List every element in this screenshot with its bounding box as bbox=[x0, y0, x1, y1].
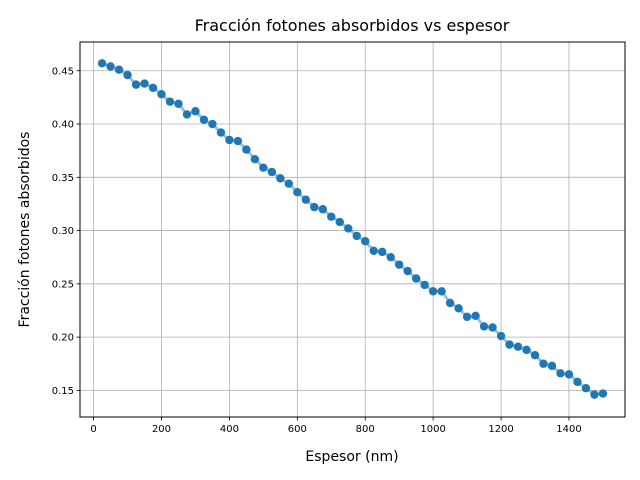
data-point bbox=[165, 97, 175, 106]
x-tick-label: 200 bbox=[152, 424, 171, 435]
data-point bbox=[496, 331, 506, 341]
data-point bbox=[581, 384, 591, 393]
data-point bbox=[140, 79, 149, 88]
y-tick-label: 0.20 bbox=[52, 333, 74, 344]
data-point bbox=[97, 59, 107, 68]
data-point bbox=[216, 128, 226, 137]
grid bbox=[80, 42, 625, 417]
data-point bbox=[310, 202, 319, 212]
data-point bbox=[335, 217, 344, 227]
data-point bbox=[564, 370, 574, 379]
plot-frame bbox=[79, 41, 626, 418]
data-point bbox=[573, 377, 582, 387]
y-tick-label: 0.40 bbox=[52, 120, 74, 131]
data-point bbox=[513, 342, 523, 351]
data-point bbox=[556, 369, 565, 378]
data-point bbox=[378, 247, 387, 257]
data-point bbox=[284, 179, 294, 188]
data-point bbox=[403, 266, 412, 276]
data-point bbox=[547, 361, 557, 371]
data-point bbox=[208, 119, 217, 129]
data-point bbox=[250, 154, 260, 164]
x-tick-label: 400 bbox=[220, 424, 239, 435]
data-point bbox=[182, 110, 192, 119]
data-point bbox=[344, 224, 353, 233]
data-point bbox=[530, 351, 540, 360]
y-tick-label: 0.45 bbox=[52, 66, 74, 77]
x-tick-label: 800 bbox=[356, 424, 375, 435]
data-point bbox=[131, 80, 141, 89]
x-axis-label: Espesor (nm) bbox=[305, 449, 398, 465]
data-point bbox=[199, 115, 209, 124]
chart-title: Fracción fotones absorbidos vs espesor bbox=[195, 16, 510, 35]
data-point bbox=[327, 212, 336, 221]
data-point bbox=[123, 70, 132, 80]
data-point bbox=[386, 252, 395, 262]
x-tick-label: 0 bbox=[90, 424, 96, 435]
x-tick-label: 1200 bbox=[488, 424, 513, 435]
data-point bbox=[598, 389, 608, 398]
data-point bbox=[522, 345, 531, 355]
data-point bbox=[411, 274, 421, 283]
y-tick-label: 0.35 bbox=[52, 173, 74, 184]
y-tick-label: 0.30 bbox=[52, 226, 74, 237]
data-point bbox=[539, 359, 548, 368]
data-point bbox=[369, 246, 378, 256]
y-tick-label: 0.15 bbox=[52, 386, 74, 397]
data-series bbox=[97, 59, 608, 399]
data-point bbox=[479, 322, 489, 331]
data-point bbox=[259, 163, 268, 172]
data-point bbox=[318, 205, 327, 214]
data-point bbox=[454, 304, 463, 313]
data-point bbox=[590, 390, 599, 399]
data-point bbox=[352, 231, 361, 241]
data-point bbox=[242, 145, 251, 154]
data-point bbox=[420, 280, 429, 290]
data-point bbox=[225, 135, 234, 145]
axis-ticks: 0 200 400 600 800 1000 1200 1400 0.15 0.20 0.25 0.3… bbox=[52, 66, 582, 435]
data-point bbox=[106, 62, 115, 71]
data-point bbox=[233, 136, 243, 146]
data-point bbox=[462, 312, 472, 322]
data-point bbox=[174, 99, 183, 108]
data-point bbox=[157, 90, 166, 99]
data-point bbox=[437, 287, 446, 296]
y-tick-label: 0.25 bbox=[52, 279, 74, 290]
data-point bbox=[276, 174, 285, 183]
data-point bbox=[301, 195, 311, 204]
x-tick-label: 600 bbox=[288, 424, 307, 435]
data-point bbox=[267, 167, 277, 177]
y-axis-label: Fracción fotones absorbidos bbox=[17, 132, 33, 328]
plot-area: 0 200 400 600 800 1000 1200 1400 0.15 0.20 0.25 0.3… bbox=[52, 41, 626, 435]
data-point bbox=[445, 298, 455, 308]
data-point bbox=[394, 260, 404, 269]
data-point bbox=[293, 188, 302, 197]
data-point bbox=[114, 65, 124, 74]
data-point bbox=[148, 83, 158, 93]
data-point bbox=[361, 237, 370, 246]
data-point bbox=[428, 287, 438, 296]
data-point bbox=[505, 340, 514, 349]
data-point bbox=[471, 311, 480, 320]
x-tick-label: 1400 bbox=[556, 424, 581, 435]
x-tick-label: 1000 bbox=[420, 424, 445, 435]
data-point bbox=[191, 107, 200, 116]
data-point bbox=[488, 323, 497, 332]
